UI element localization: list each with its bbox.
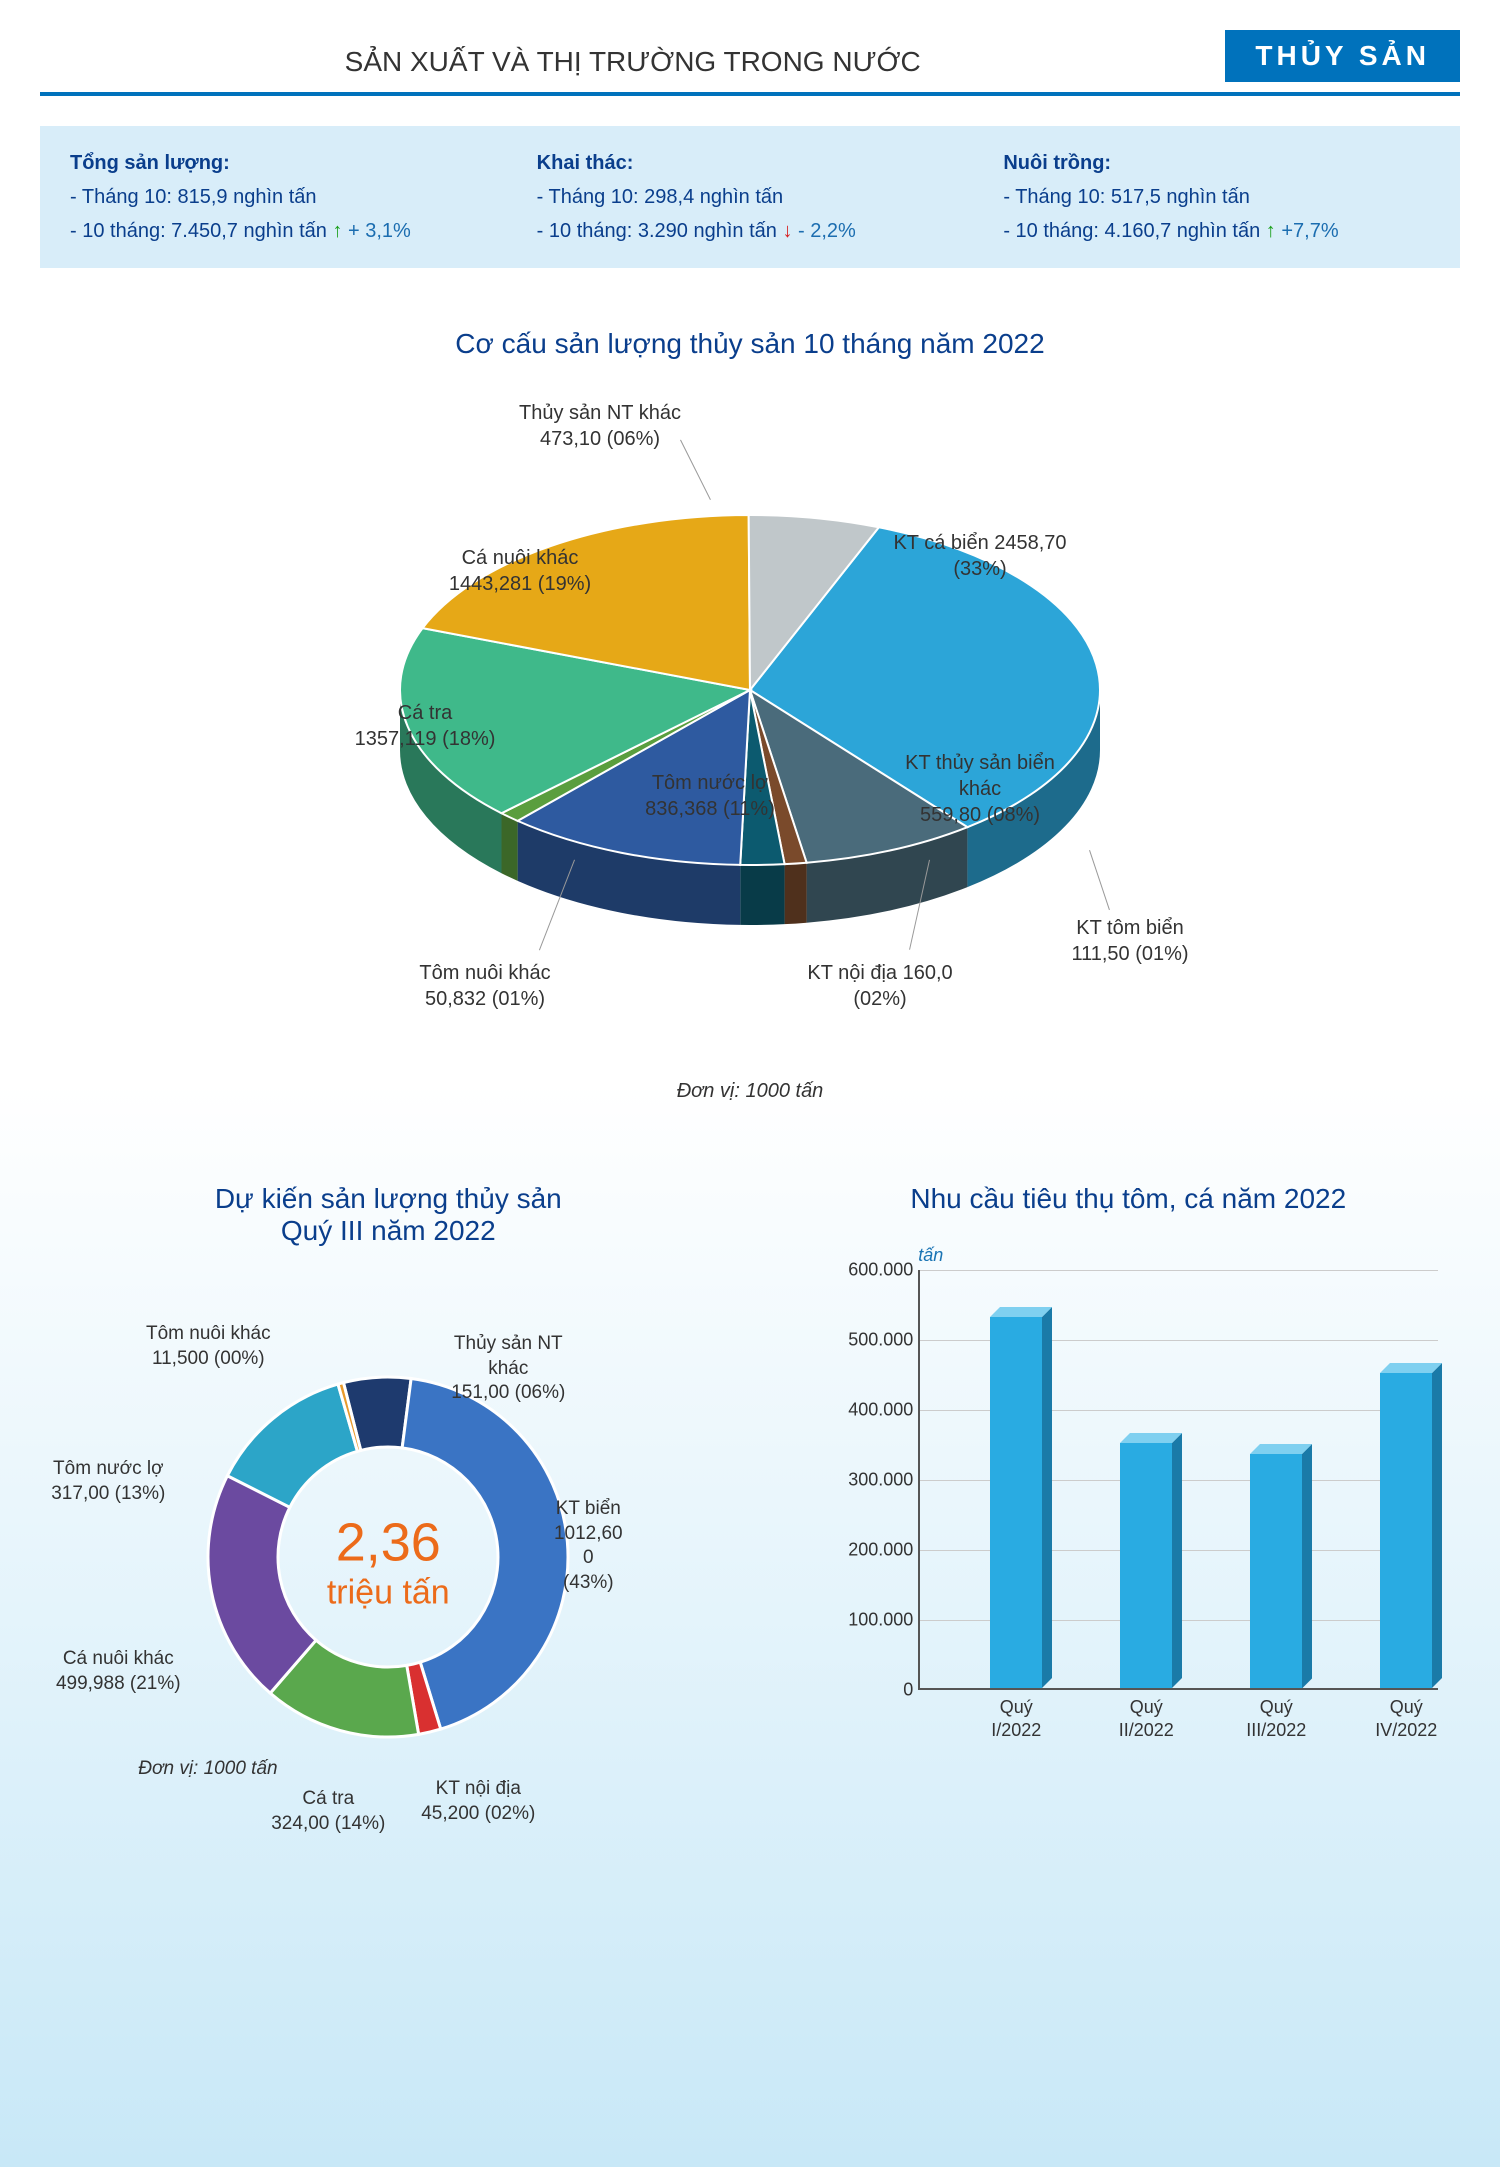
donut-slice-label: Cá nuôi khác499,988 (21%)	[56, 1647, 181, 1696]
page-header: SẢN XUẤT VÀ THỊ TRƯỜNG TRONG NƯỚC THỦY S…	[0, 0, 1500, 92]
bar-xlabel: QuýI/2022	[991, 1696, 1041, 1743]
bar-ytick: 400.000	[828, 1400, 913, 1421]
stat-pct: +7,7%	[1281, 220, 1338, 242]
bar-xlabel: QuýIII/2022	[1246, 1696, 1306, 1743]
gridline	[920, 1270, 1438, 1271]
donut-slice-label: Tôm nước lợ317,00 (13%)	[51, 1457, 165, 1506]
stat-heading: Tổng sản lượng:	[70, 146, 497, 180]
donut-slice-label: KT biển1012,600(43%)	[554, 1497, 623, 1596]
bar-ylabel: tấn	[918, 1245, 1438, 1266]
pie-slice-label: Cá tra1357,119 (18%)	[355, 700, 496, 752]
donut-slice-label: KT nội địa45,200 (02%)	[421, 1777, 535, 1826]
pie-slice-label: KT cá biển 2458,70(33%)	[893, 530, 1066, 582]
bar-ytick: 100.000	[828, 1610, 913, 1631]
pie-slice-label: Cá nuôi khác1443,281 (19%)	[449, 545, 591, 597]
pie-slice-label: Tôm nuôi khác50,832 (01%)	[419, 960, 550, 1012]
stat-block: Khai thác:- Tháng 10: 298,4 nghìn tấn- 1…	[537, 146, 964, 248]
pie-slice-side	[740, 864, 784, 925]
bottom-row: Dự kiến sản lượng thủy sảnQuý III năm 20…	[40, 1183, 1460, 1857]
stat-pct: + 3,1%	[348, 220, 411, 242]
stat-pct: - 2,2%	[798, 220, 856, 242]
category-chip: THỦY SẢN	[1225, 30, 1460, 82]
stat-heading: Nuôi trồng:	[1003, 146, 1430, 180]
bar-xlabel: QuýIV/2022	[1375, 1696, 1437, 1743]
donut-slice-label: Tôm nuôi khác11,500 (00%)	[146, 1322, 271, 1371]
pie-slice-label: KT thủy sản biểnkhác559,80 (08%)	[905, 750, 1055, 828]
donut-center-unit: triệu tấn	[327, 1573, 450, 1612]
stat-heading: Khai thác:	[537, 146, 964, 180]
bar-chart: tấn 0100.000200.000300.000400.000500.000…	[818, 1245, 1438, 1690]
bar-ytick: 600.000	[828, 1260, 913, 1281]
trend-arrow-icon: ↓	[782, 220, 792, 242]
donut-column: Dự kiến sản lượng thủy sảnQuý III năm 20…	[40, 1183, 737, 1857]
donut-center: 2,36triệu tấn	[327, 1511, 450, 1612]
header-title: SẢN XUẤT VÀ THỊ TRƯỜNG TRONG NƯỚC	[40, 46, 1225, 82]
pie-slice-label: Thủy sản NT khác473,10 (06%)	[519, 400, 681, 452]
donut-chart: 2,36triệu tấn Thủy sản NTkhác151,00 (06%)…	[78, 1277, 698, 1857]
pie3d-unit: Đơn vị: 1000 tấn	[0, 1080, 1500, 1103]
bar-ytick: 0	[828, 1680, 913, 1701]
donut-slice-label: Thủy sản NTkhác151,00 (06%)	[451, 1332, 565, 1406]
donut-center-value: 2,36	[327, 1511, 450, 1573]
stat-line: - Tháng 10: 815,9 nghìn tấn	[70, 180, 497, 214]
pie3d-chart: KT cá biển 2458,70(33%) KT thủy sản biểnk…	[150, 390, 1350, 1070]
pie-slice-label: KT nội địa 160,0(02%)	[807, 960, 952, 1012]
pie-slice-label: Tôm nước lợ836,368 (11%)	[645, 770, 775, 822]
bar	[990, 1307, 1052, 1688]
bar-column: Nhu cầu tiêu thụ tôm, cá năm 2022 tấn 01…	[797, 1183, 1460, 1857]
bar-title: Nhu cầu tiêu thụ tôm, cá năm 2022	[797, 1183, 1460, 1215]
stat-block: Nuôi trồng:- Tháng 10: 517,5 nghìn tấn- …	[1003, 146, 1430, 248]
bar	[1120, 1433, 1182, 1688]
pie-slice-side	[501, 813, 517, 881]
pie3d-title: Cơ cấu sản lượng thủy sản 10 tháng năm 2…	[0, 328, 1500, 360]
stat-line: - Tháng 10: 298,4 nghìn tấn	[537, 180, 964, 214]
stat-line: - 10 tháng: 7.450,7 nghìn tấn ↑ + 3,1%	[70, 214, 497, 248]
bar-plot: 0100.000200.000300.000400.000500.000600.…	[918, 1270, 1438, 1690]
donut-slice	[208, 1476, 316, 1693]
stats-bar: Tổng sản lượng:- Tháng 10: 815,9 nghìn t…	[40, 126, 1460, 268]
bar-xlabel: QuýII/2022	[1119, 1696, 1174, 1743]
bar-ytick: 300.000	[828, 1470, 913, 1491]
stat-line: - 10 tháng: 4.160,7 nghìn tấn ↑ +7,7%	[1003, 214, 1430, 248]
trend-arrow-icon: ↑	[332, 220, 342, 242]
stat-line: - Tháng 10: 517,5 nghìn tấn	[1003, 180, 1430, 214]
stat-block: Tổng sản lượng:- Tháng 10: 815,9 nghìn t…	[70, 146, 497, 248]
donut-unit: Đơn vị: 1000 tấn	[138, 1757, 277, 1782]
bar-ytick: 500.000	[828, 1330, 913, 1351]
stat-line: - 10 tháng: 3.290 nghìn tấn ↓ - 2,2%	[537, 214, 964, 248]
bar-ytick: 200.000	[828, 1540, 913, 1561]
donut-title: Dự kiến sản lượng thủy sảnQuý III năm 20…	[40, 1183, 737, 1247]
pie-slice-label: KT tôm biển111,50 (01%)	[1071, 915, 1188, 967]
bar	[1250, 1444, 1312, 1689]
pie-slice-side	[785, 863, 807, 924]
bar	[1380, 1363, 1442, 1688]
donut-slice-label: Cá tra324,00 (14%)	[271, 1787, 385, 1836]
header-underline	[40, 92, 1460, 96]
trend-arrow-icon: ↑	[1266, 220, 1276, 242]
